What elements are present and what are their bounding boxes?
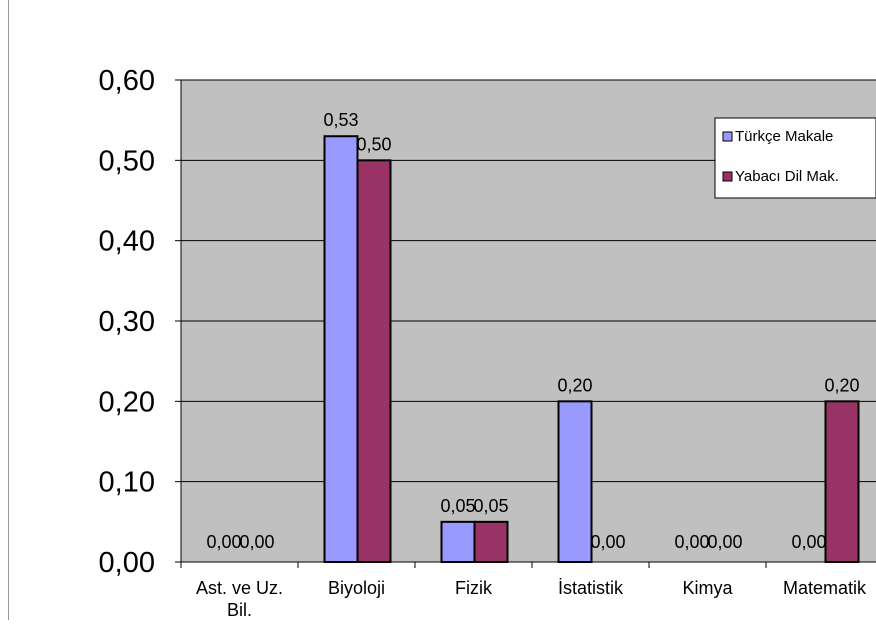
legend-swatch: [722, 171, 733, 182]
bar: [356, 159, 392, 563]
data-label: 0,00: [791, 532, 826, 552]
y-tick-label: 0,20: [99, 386, 155, 418]
legend-box: [714, 117, 876, 199]
bar: [824, 400, 860, 564]
x-category-label: Fizik: [455, 578, 493, 598]
x-category-label: İstatistik: [558, 578, 624, 598]
y-tick-label: 0,40: [99, 226, 155, 258]
data-label: 0,00: [674, 532, 709, 552]
x-category-label: Matematik: [783, 578, 867, 598]
x-category-label: Biyoloji: [328, 578, 385, 598]
data-label: 0,20: [824, 375, 859, 395]
bar: [323, 135, 359, 563]
bar: [557, 400, 593, 564]
y-tick-label: 0,00: [99, 547, 155, 579]
page-edge-rule: [8, 0, 9, 620]
y-tick-label: 0,60: [99, 65, 155, 97]
data-label: 0,50: [356, 134, 391, 154]
y-tick-label: 0,50: [99, 145, 155, 177]
data-label: 0,00: [707, 532, 742, 552]
y-tick-label: 0,30: [99, 306, 155, 338]
data-label: 0,05: [473, 496, 508, 516]
legend-label: Yabacı Dil Mak.: [735, 168, 839, 185]
data-label: 0,20: [557, 375, 592, 395]
data-label: 0,53: [323, 110, 358, 130]
bar: [440, 520, 476, 563]
data-label: 0,00: [590, 532, 625, 552]
x-category-label: Bil.: [227, 600, 252, 620]
data-label: 0,00: [239, 532, 274, 552]
legend-label: Türkçe Makale: [735, 128, 833, 145]
x-category-label: Ast. ve Uz.: [196, 578, 283, 598]
legend-swatch: [722, 131, 733, 142]
data-label: 0,05: [440, 496, 475, 516]
x-category-label: Kimya: [682, 578, 733, 598]
y-tick-label: 0,10: [99, 467, 155, 499]
data-label: 0,00: [206, 532, 241, 552]
bar: [473, 520, 509, 563]
